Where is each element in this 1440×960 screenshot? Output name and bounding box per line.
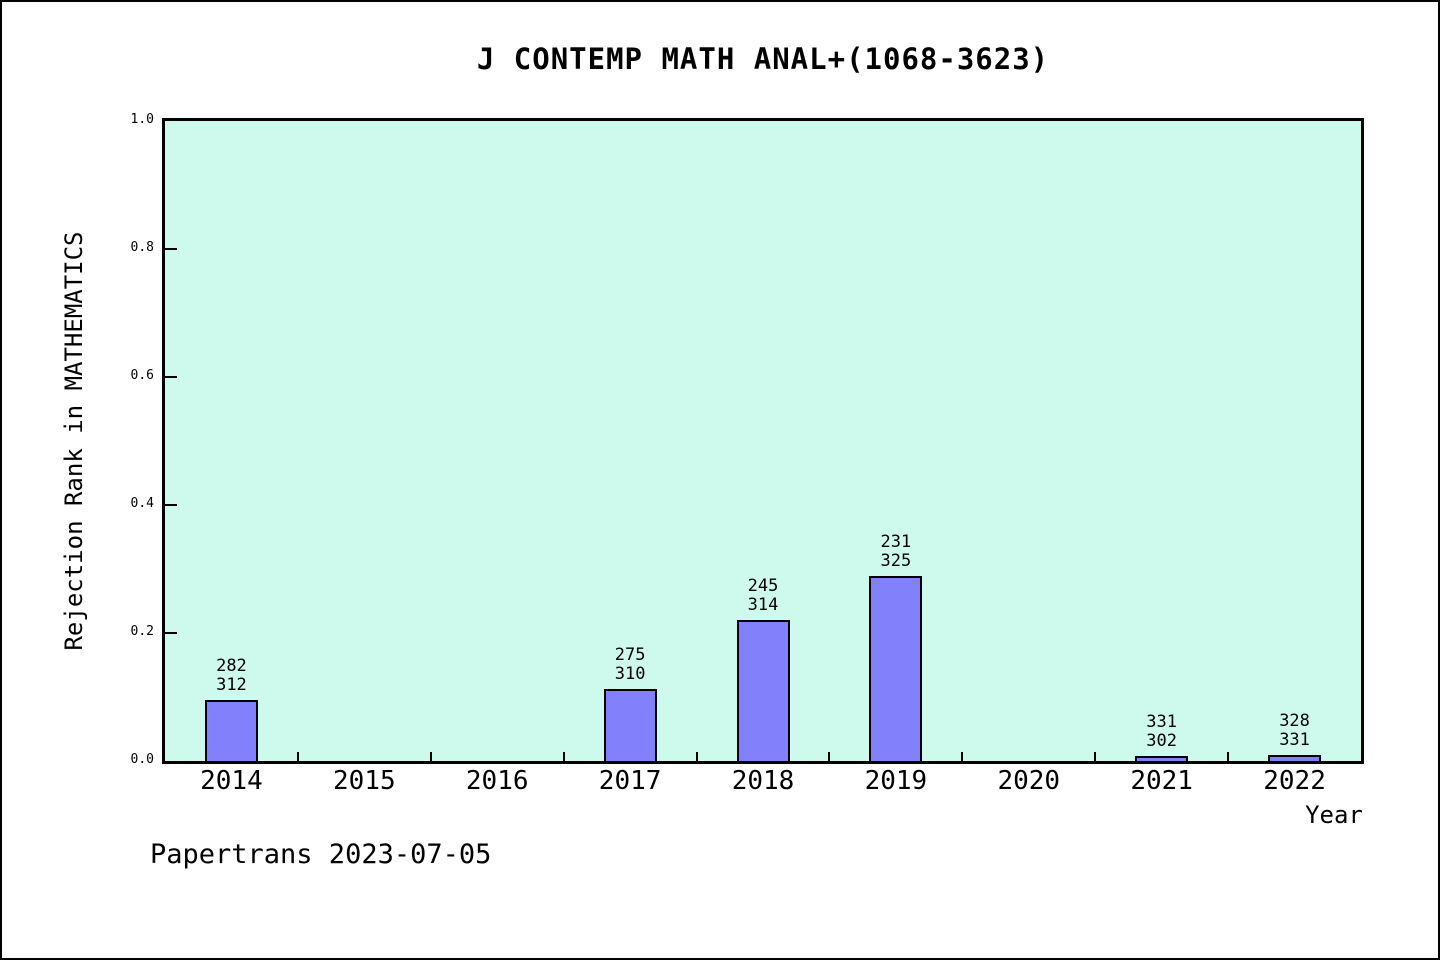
x-axis-tick (562, 752, 565, 761)
bar-2018 (736, 620, 790, 761)
y-tick-label: 0.0 (130, 752, 154, 767)
x-tick-label: 2014 (200, 766, 263, 796)
bar-2017 (603, 689, 657, 761)
x-tick-label: 2019 (864, 766, 928, 796)
bar-value-label: 275 310 (614, 645, 646, 684)
x-axis-tick (828, 752, 831, 761)
x-tick-label: 2021 (1130, 766, 1193, 796)
bar-2014 (204, 700, 258, 761)
y-axis-tick (165, 248, 177, 250)
x-axis-tick (296, 752, 299, 761)
bar-value-label: 231 325 (880, 532, 912, 571)
x-tick-label: 2018 (731, 766, 795, 796)
x-axis-tick (961, 752, 964, 761)
footer-watermark: Papertrans 2023-07-05 (150, 839, 492, 870)
x-axis-tick (1227, 752, 1230, 761)
x-axis-tick (1094, 752, 1097, 761)
plot-area: 282 312 275 310 245 314 231 325 331 302 328 3… (162, 118, 1364, 764)
bar-2022 (1268, 755, 1322, 761)
y-tick-label: 0.6 (130, 368, 154, 383)
bar-value-label: 282 312 (216, 656, 247, 695)
x-tick-label: 2017 (598, 766, 662, 796)
chart-title: J CONTEMP MATH ANAL+(1068-3623) (476, 42, 1050, 76)
bar-2019 (869, 576, 923, 761)
x-axis-tick (695, 752, 698, 761)
bar-value-label: 245 314 (747, 576, 779, 615)
y-tick-label: 1.0 (130, 112, 154, 127)
x-tick-label: 2020 (997, 766, 1061, 796)
y-axis-tick (165, 504, 177, 506)
x-tick-label: 2015 (333, 766, 396, 796)
y-tick-label: 0.8 (130, 240, 154, 255)
y-tick-label: 0.4 (130, 496, 154, 511)
y-axis-title-text: Rejection Rank in MATHEMATICS (60, 231, 88, 651)
x-tick-label: 2016 (465, 766, 529, 796)
x-axis-title: Year (1305, 801, 1363, 829)
x-axis-tick (429, 752, 432, 761)
bar-value-label: 331 302 (1146, 712, 1178, 751)
bar-2021 (1135, 756, 1189, 761)
y-axis-tick (165, 632, 177, 634)
x-tick-label: 2022 (1263, 766, 1326, 796)
y-axis-tick (165, 376, 177, 378)
bar-value-label: 328 331 (1279, 711, 1310, 750)
y-tick-label: 0.2 (130, 624, 154, 639)
